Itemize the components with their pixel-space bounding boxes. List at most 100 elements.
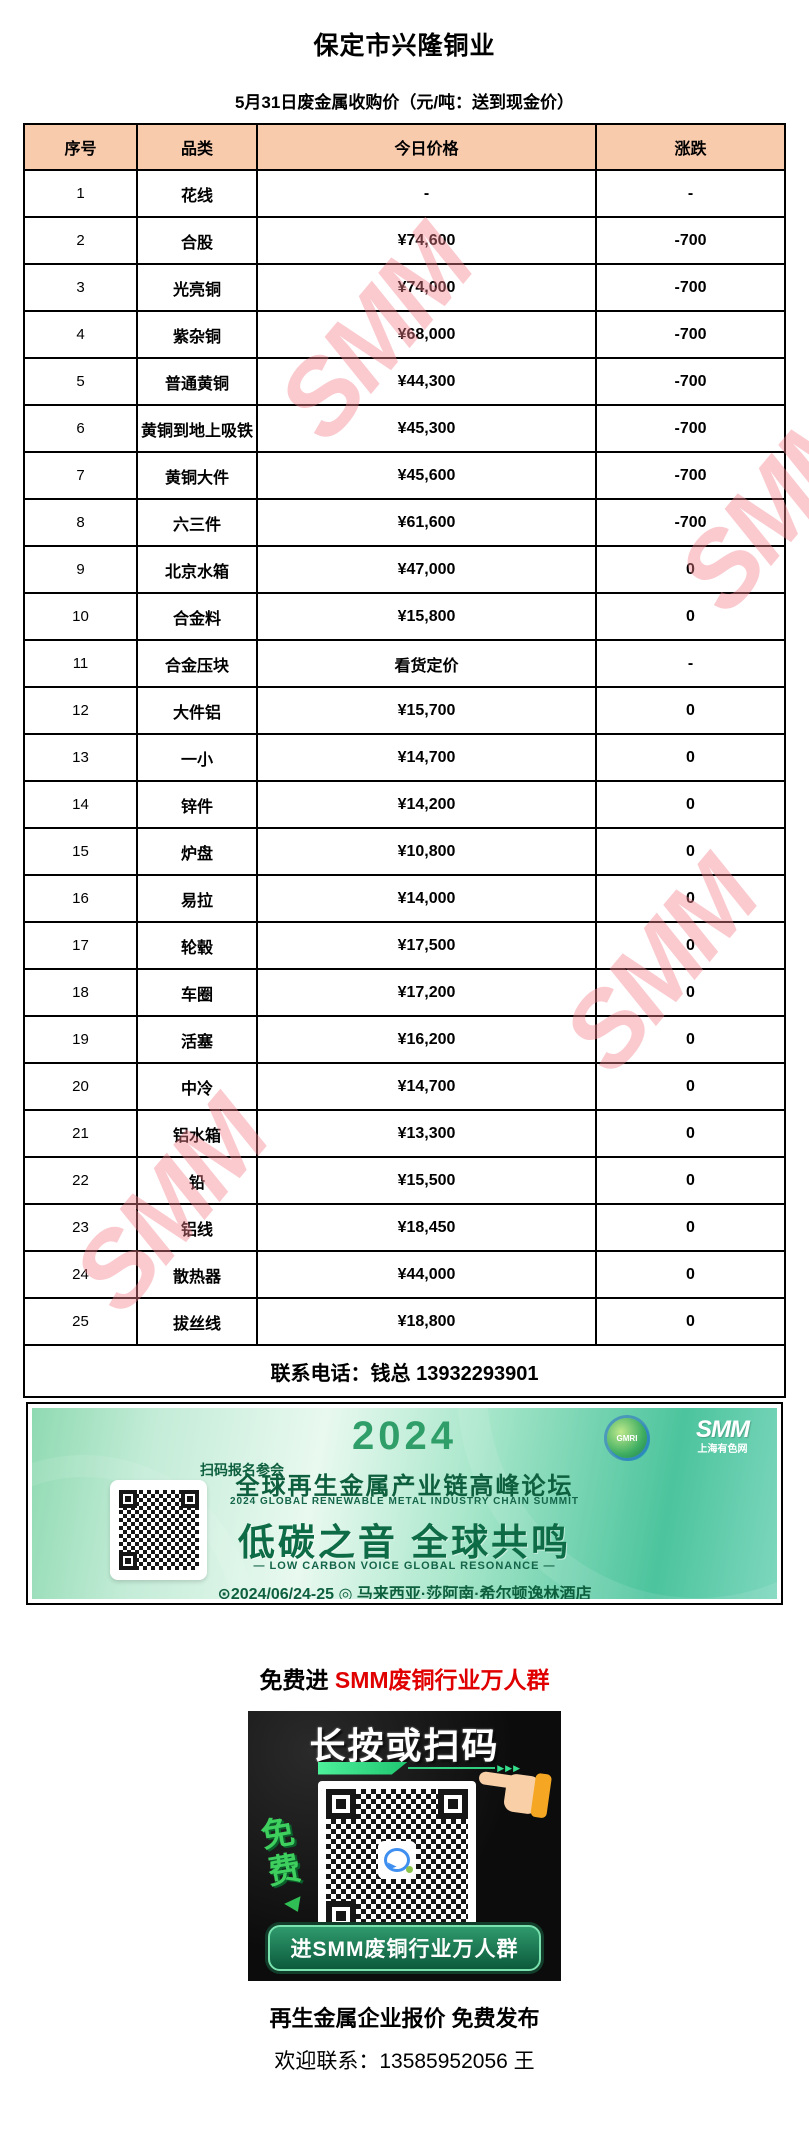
table-row: 12 大件铝 ¥15,700 0 [23, 686, 786, 735]
promo-prefix: 免费进 [259, 1667, 335, 1693]
banner-slogan: 低碳之音 全球共鸣 [237, 1522, 572, 1563]
table-cell: 13 [23, 733, 138, 782]
table-cell: 12 [23, 686, 138, 735]
table-cell: ¥13,300 [256, 1109, 597, 1158]
table-row: 18 车圈 ¥17,200 0 [23, 968, 786, 1017]
conference-banner: 2024 全球再生金属产业链高峰论坛 2024 GLOBAL RENEWABLE… [26, 1402, 783, 1605]
table-cell: 0 [595, 733, 786, 782]
table-cell: -700 [595, 357, 786, 406]
table-cell: 0 [595, 545, 786, 594]
table-cell: ¥68,000 [256, 310, 597, 359]
table-cell: ¥18,800 [256, 1297, 597, 1346]
table-cell: ¥45,600 [256, 451, 597, 500]
col-header-category: 品类 [136, 123, 258, 171]
green-tab-icon [318, 1761, 408, 1775]
banner-scan-label: 扫码报名参会 [200, 1462, 284, 1478]
table-row: 25 拔丝线 ¥18,800 0 [23, 1297, 786, 1346]
banner-qr-code[interactable] [110, 1480, 207, 1580]
table-row: 8 六三件 ¥61,600 -700 [23, 498, 786, 547]
qr-finder-icon [118, 1552, 137, 1570]
table-row: 15 炉盘 ¥10,800 0 [23, 827, 786, 876]
table-cell: 中冷 [136, 1062, 258, 1111]
table-cell: 0 [595, 1250, 786, 1299]
table-cell: 0 [595, 1109, 786, 1158]
table-cell: ¥17,500 [256, 921, 597, 970]
table-cell: ¥44,300 [256, 357, 597, 406]
table-cell: 车圈 [136, 968, 258, 1017]
table-cell: ¥14,700 [256, 733, 597, 782]
table-cell: 24 [23, 1250, 138, 1299]
table-cell: 4 [23, 310, 138, 359]
col-header-change: 涨跌 [595, 123, 786, 171]
footer-publish-note: 再生金属企业报价 免费发布 [269, 2006, 540, 2031]
table-row: 3 光亮铜 ¥74,000 -700 [23, 263, 786, 312]
table-cell: 0 [595, 592, 786, 641]
table-row: 6 黄铜到地上吸铁 ¥45,300 -700 [23, 404, 786, 453]
table-cell: ¥17,200 [256, 968, 597, 1017]
table-cell: 看货定价 [256, 639, 597, 688]
smm-logo-subtext: 上海有色网 [697, 1444, 748, 1455]
qr-pattern [118, 1490, 199, 1570]
table-cell: 0 [595, 1203, 786, 1252]
table-cell: ¥14,700 [256, 1062, 597, 1111]
table-cell: 六三件 [136, 498, 258, 547]
table-row: 24 散热器 ¥44,000 0 [23, 1250, 786, 1299]
table-cell: 炉盘 [136, 827, 258, 876]
table-cell: 1 [23, 169, 138, 218]
table-cell: 拔丝线 [136, 1297, 258, 1346]
table-cell: 18 [23, 968, 138, 1017]
price-table: 序号 品类 今日价格 涨跌 1 花线 - -2 合股 ¥74,600 -700 3 光亮铜 ¥74… [23, 123, 786, 1398]
col-header-price: 今日价格 [256, 123, 597, 171]
table-row: 2 合股 ¥74,600 -700 [23, 216, 786, 265]
table-cell: 0 [595, 921, 786, 970]
table-cell: - [595, 169, 786, 218]
table-row: 17 轮毂 ¥17,500 0 [23, 921, 786, 970]
col-header-index: 序号 [23, 123, 138, 171]
table-cell: 北京水箱 [136, 545, 258, 594]
table-cell: 铝水箱 [136, 1109, 258, 1158]
table-cell: 0 [595, 1062, 786, 1111]
banner-subtitle-en: 2024 GLOBAL RENEWABLE METAL INDUSTRY CHA… [229, 1496, 580, 1507]
table-cell: 光亮铜 [136, 263, 258, 312]
table-row: 5 普通黄铜 ¥44,300 -700 [23, 357, 786, 406]
table-cell: 合股 [136, 216, 258, 265]
qr-finder-icon [438, 1789, 468, 1819]
table-cell: 铝线 [136, 1203, 258, 1252]
group-qr-code[interactable] [318, 1781, 476, 1939]
table-cell: 9 [23, 545, 138, 594]
table-cell: 19 [23, 1015, 138, 1064]
smm-logo-text: SMM [696, 1416, 750, 1443]
table-cell: 2 [23, 216, 138, 265]
table-cell: 大件铝 [136, 686, 258, 735]
table-cell: 22 [23, 1156, 138, 1205]
table-cell: 25 [23, 1297, 138, 1346]
table-cell: ¥74,000 [256, 263, 597, 312]
contact-row: 联系电话：钱总 13932293901 [23, 1344, 786, 1398]
table-cell: 3 [23, 263, 138, 312]
table-cell: 铅 [136, 1156, 258, 1205]
table-cell: 黄铜大件 [136, 451, 258, 500]
table-cell: ¥15,700 [256, 686, 597, 735]
table-row: 13 一小 ¥14,700 0 [23, 733, 786, 782]
table-cell: ¥47,000 [256, 545, 597, 594]
scan-line-decoration: ▶▶▶ [318, 1761, 521, 1775]
qr-finder-icon [326, 1789, 356, 1819]
table-cell: ¥15,500 [256, 1156, 597, 1205]
page: { "page": { "title": "保定市兴隆铜业", "subtitl… [0, 26, 809, 2146]
table-cell: 散热器 [136, 1250, 258, 1299]
table-cell: 0 [595, 780, 786, 829]
join-group-button[interactable]: 进SMM废铜行业万人群 [268, 1925, 541, 1971]
table-row: 10 合金料 ¥15,800 0 [23, 592, 786, 641]
banner-title: 全球再生金属产业链高峰论坛 [235, 1473, 574, 1500]
table-row: 9 北京水箱 ¥47,000 0 [23, 545, 786, 594]
table-row: 1 花线 - - [23, 169, 786, 218]
page-subtitle: 5月31日废金属收购价（元/吨：送到现金价） [234, 93, 575, 112]
contact-phone: 联系电话：钱总 13932293901 [23, 1344, 786, 1398]
table-cell: ¥61,600 [256, 498, 597, 547]
table-cell: 6 [23, 404, 138, 453]
table-row: 4 紫杂铜 ¥68,000 -700 [23, 310, 786, 359]
group-qr-poster: 长按或扫码 ▶▶▶ 免费 进SMM废铜行业万人群 [248, 1711, 561, 1981]
banner-year: 2024 [352, 1414, 457, 1458]
table-cell: 15 [23, 827, 138, 876]
table-cell: 活塞 [136, 1015, 258, 1064]
